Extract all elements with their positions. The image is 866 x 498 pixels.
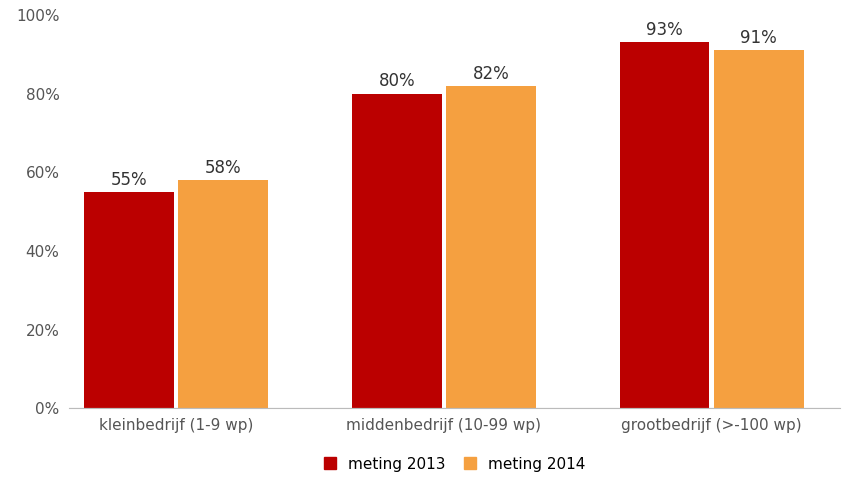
Text: 93%: 93% — [646, 21, 682, 39]
Text: 91%: 91% — [740, 29, 777, 47]
Bar — [446, 86, 536, 408]
Text: 55%: 55% — [111, 171, 147, 189]
Bar — [619, 42, 709, 408]
Text: 80%: 80% — [378, 73, 415, 91]
Bar — [714, 50, 804, 408]
Text: 82%: 82% — [473, 65, 509, 83]
Bar — [352, 94, 442, 408]
Bar — [84, 192, 174, 408]
Text: 58%: 58% — [205, 159, 242, 177]
Bar — [178, 180, 268, 408]
Legend: meting 2013, meting 2014: meting 2013, meting 2014 — [324, 457, 585, 472]
